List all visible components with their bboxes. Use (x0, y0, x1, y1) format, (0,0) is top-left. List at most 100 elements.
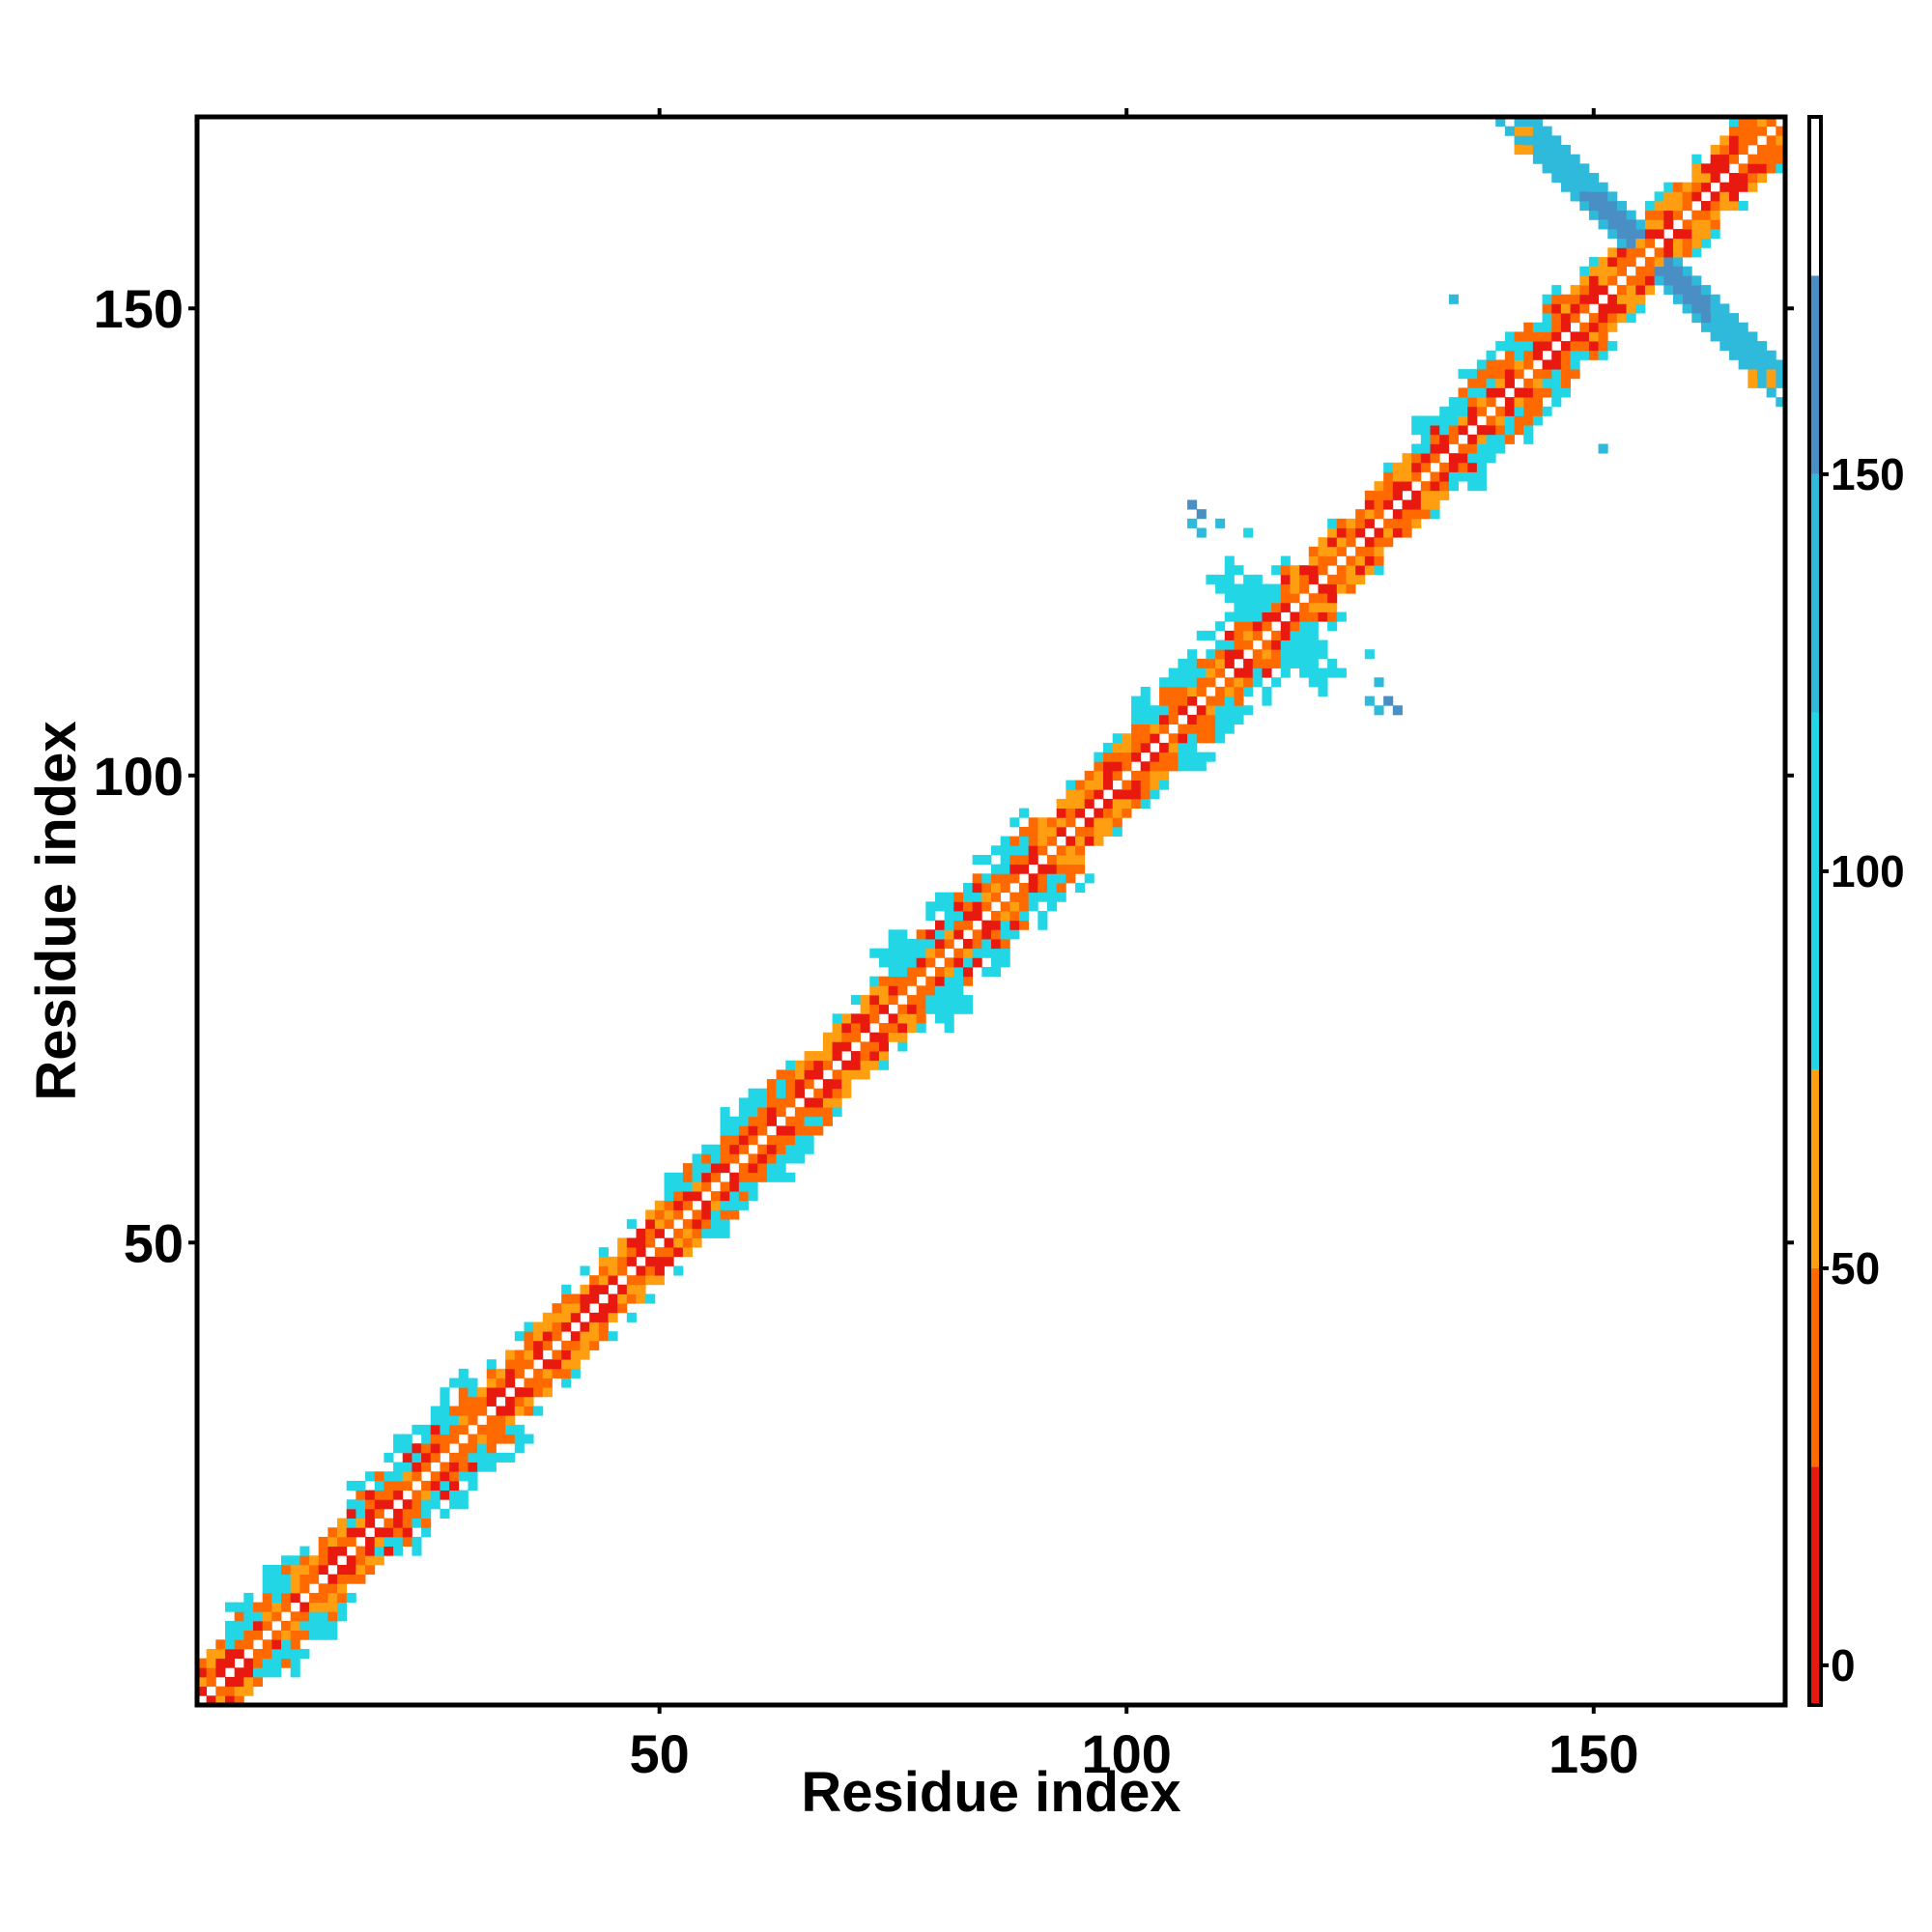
heatmap-cell (654, 1247, 665, 1258)
heatmap-cell (570, 1303, 581, 1314)
heatmap-cell (440, 1387, 450, 1398)
heatmap-cell (1383, 696, 1394, 706)
heatmap-cell (1514, 126, 1524, 136)
heatmap-cell (1196, 724, 1207, 734)
heatmap-cell (748, 1097, 758, 1108)
heatmap-cell (953, 892, 964, 902)
x-tick-label: 50 (630, 1723, 690, 1784)
heatmap-cell (766, 1097, 777, 1108)
heatmap-cell (1514, 331, 1524, 342)
heatmap-cell (1616, 247, 1627, 258)
heatmap-cell (337, 1602, 348, 1612)
heatmap-cell (1299, 583, 1310, 594)
heatmap-cell (412, 1518, 422, 1528)
heatmap-cell (1327, 668, 1338, 678)
heatmap-cell (1504, 406, 1515, 416)
heatmap-cell (729, 1209, 740, 1220)
heatmap-cell (327, 1527, 338, 1538)
heatmap-cell (1308, 639, 1319, 650)
heatmap-cell (1747, 135, 1758, 146)
heatmap-cell (822, 1060, 833, 1070)
heatmap-cell (1000, 836, 1010, 846)
heatmap-cell (355, 1574, 366, 1584)
heatmap-cell (701, 1153, 712, 1164)
heatmap-cell (925, 985, 936, 996)
heatmap-cell (1523, 322, 1534, 332)
heatmap-cell (1458, 425, 1468, 436)
heatmap-cell (1206, 724, 1216, 734)
heatmap-cell (981, 882, 992, 894)
heatmap-cell (720, 1181, 730, 1192)
heatmap-cell (1178, 705, 1188, 716)
heatmap-cell (1037, 864, 1048, 874)
heatmap-cell (1588, 294, 1599, 304)
heatmap-cell (234, 1676, 244, 1688)
heatmap-cell (1028, 882, 1038, 894)
heatmap-cell (757, 1163, 768, 1174)
heatmap-cell (1056, 798, 1066, 810)
heatmap-cell (477, 1462, 488, 1472)
heatmap-cell (738, 1135, 749, 1146)
heatmap-cell (1598, 182, 1608, 192)
heatmap-cell (1719, 191, 1730, 202)
heatmap-cell (1682, 182, 1692, 192)
heatmap-cell (486, 1424, 497, 1435)
heatmap-cell (608, 1265, 618, 1276)
heatmap-cell (850, 1051, 862, 1062)
heatmap-cell (1178, 686, 1188, 696)
heatmap-cell (1682, 285, 1692, 296)
heatmap-cell (1598, 219, 1608, 230)
heatmap-cell (1224, 583, 1235, 594)
heatmap-cell (626, 1256, 637, 1266)
heatmap-cell (1000, 901, 1010, 912)
heatmap-cell (1663, 238, 1674, 248)
heatmap-cell (1028, 873, 1038, 884)
heatmap-cell (804, 1144, 814, 1154)
heatmap-cell (1308, 611, 1319, 622)
heatmap-cell (1579, 173, 1590, 184)
heatmap-cell (832, 1032, 842, 1042)
heatmap-cell (981, 967, 992, 978)
heatmap-cell (832, 1069, 842, 1080)
heatmap-cell (234, 1611, 244, 1622)
heatmap-cell (1392, 462, 1403, 472)
heatmap-cell (262, 1648, 272, 1660)
heatmap-cell (841, 1088, 852, 1098)
heatmap-cell (1691, 303, 1702, 314)
heatmap-cell (327, 1555, 338, 1566)
heatmap-cell (393, 1546, 404, 1556)
heatmap-cell (1065, 789, 1076, 800)
heatmap-cell (1542, 369, 1552, 380)
heatmap-cell (766, 1079, 777, 1090)
heatmap-cell (972, 882, 982, 894)
heatmap-cell (206, 1648, 216, 1660)
heatmap-cell (1588, 275, 1599, 286)
heatmap-cell (1607, 322, 1618, 332)
heatmap-cell (1672, 191, 1684, 202)
heatmap-cell (1654, 219, 1664, 230)
heatmap-cell (1504, 378, 1515, 388)
heatmap-cell (1271, 565, 1282, 576)
heatmap-cell (1131, 770, 1142, 781)
heatmap-cell (1196, 686, 1207, 696)
heatmap-cell (766, 1153, 777, 1164)
heatmap-cell (953, 957, 964, 968)
heatmap-cell (1486, 397, 1496, 408)
heatmap-cell (1570, 294, 1580, 304)
heatmap-cell (468, 1480, 478, 1491)
heatmap-cell (243, 1592, 254, 1604)
heatmap-cell (981, 901, 992, 912)
heatmap-cell (1065, 873, 1076, 884)
heatmap-cell (916, 1023, 926, 1034)
heatmap-cell (636, 1237, 646, 1248)
heatmap-cell (962, 976, 974, 986)
heatmap-cell (1364, 555, 1375, 566)
heatmap-cell (458, 1387, 469, 1398)
heatmap-cell (299, 1564, 310, 1576)
heatmap-cell (813, 1107, 824, 1118)
heatmap-cell (1430, 453, 1440, 464)
heatmap-cell (1616, 219, 1627, 230)
heatmap-cell (1308, 668, 1319, 678)
heatmap-cell (608, 1275, 618, 1286)
